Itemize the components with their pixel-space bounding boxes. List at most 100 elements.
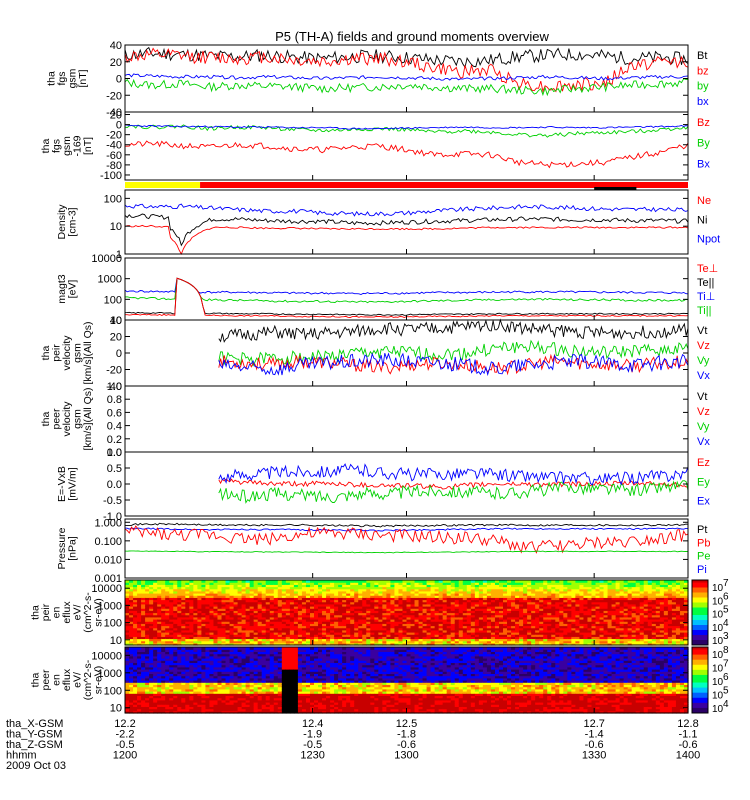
spectrogram-cell xyxy=(177,586,182,590)
spectrogram-cell xyxy=(133,625,138,629)
spectrogram-cell xyxy=(386,621,392,624)
spectrogram-cell xyxy=(281,640,287,644)
spectrogram-cell xyxy=(205,580,211,583)
spectrogram-cell xyxy=(571,614,576,618)
spectrogram-cell xyxy=(233,623,239,627)
spectrogram-cell xyxy=(141,706,146,710)
spectrogram-cell xyxy=(579,593,585,596)
spectrogram-cell xyxy=(229,616,235,620)
spectrogram-cell xyxy=(265,621,271,624)
spectrogram-cell xyxy=(133,642,138,646)
spectrogram-cell xyxy=(575,584,581,588)
spectrogram-cell xyxy=(587,614,593,618)
spectrogram-cell xyxy=(567,590,572,594)
spectrogram-cell xyxy=(667,590,673,594)
spectrogram-cell xyxy=(297,586,303,590)
colorbar-step xyxy=(692,632,708,636)
spectrogram-cell xyxy=(503,642,508,646)
spectrogram-cell xyxy=(165,688,170,692)
spectrogram-cell xyxy=(647,603,653,607)
spectrogram-cell xyxy=(466,627,472,631)
spectrogram-cell xyxy=(157,593,162,596)
spectrogram-cell xyxy=(185,601,190,605)
spectrogram-cell xyxy=(370,621,375,624)
y-label-line: peer xyxy=(51,408,63,430)
spectrogram-cell xyxy=(527,621,532,624)
spectrogram-cell xyxy=(667,634,673,637)
spectrogram-cell xyxy=(414,593,420,596)
spectrogram-cell xyxy=(503,601,508,605)
spectrogram-cell xyxy=(494,597,500,601)
spectrogram-cell xyxy=(378,584,383,588)
spectrogram-cell xyxy=(635,636,641,640)
spectrogram-cell xyxy=(141,619,146,622)
spectrogram-cell xyxy=(511,610,516,614)
spectrogram-cell xyxy=(169,619,174,622)
spectrogram-cell xyxy=(301,616,307,620)
spectrogram-cell xyxy=(631,612,637,616)
spectrogram-cell xyxy=(177,702,182,705)
spectrogram-cell xyxy=(301,632,307,635)
spectrogram-cell xyxy=(249,612,255,616)
spectrogram-cell xyxy=(185,677,190,681)
spectrogram-cell xyxy=(129,680,134,683)
spectrogram-cell xyxy=(314,610,319,614)
spectrogram-cell xyxy=(346,636,351,640)
spectrogram-cell xyxy=(173,610,178,614)
spectrogram-cell xyxy=(607,640,613,644)
spectrogram-cell xyxy=(547,612,552,616)
spectrogram-cell xyxy=(659,640,665,644)
spectrogram-cell xyxy=(273,642,279,646)
spectrogram-cell xyxy=(249,608,255,611)
spectrogram-cell xyxy=(458,636,464,640)
spectrogram-cell xyxy=(334,608,339,611)
spectrogram-cell xyxy=(241,608,247,611)
spectrogram-cell xyxy=(205,627,211,631)
spectrogram-cell xyxy=(289,580,295,583)
spectrogram-cell xyxy=(563,616,568,620)
spectrogram-cell xyxy=(145,627,150,631)
spectrogram-cell xyxy=(579,590,585,594)
spectrogram-cell xyxy=(301,610,307,614)
spectrogram-cell xyxy=(137,601,142,605)
spectrogram-cell xyxy=(567,608,572,611)
spectrogram-cell xyxy=(346,597,351,601)
spectrogram-cell xyxy=(342,601,347,605)
spectrogram-cell xyxy=(643,586,649,590)
spectrogram-cell xyxy=(519,610,524,614)
spectrogram-cell xyxy=(462,595,468,598)
spectrogram-cell xyxy=(297,601,303,605)
spectrogram-cell xyxy=(523,582,528,585)
spectrogram-cell xyxy=(173,664,178,668)
spectrogram-cell xyxy=(169,588,174,592)
spectrogram-cell xyxy=(281,606,287,609)
spectrogram-cell xyxy=(125,651,130,655)
spectrogram-cell xyxy=(229,614,235,618)
spectrogram-cell xyxy=(241,582,247,585)
spectrogram-cell xyxy=(450,642,456,646)
spectrogram-cell xyxy=(301,625,307,629)
spectrogram-cell xyxy=(470,619,476,622)
spectrogram-cell xyxy=(362,634,367,637)
spectrogram-cell xyxy=(655,599,661,603)
spectrogram-cell xyxy=(350,597,355,601)
spectrogram-cell xyxy=(129,584,134,588)
spectrogram-cell xyxy=(547,590,552,594)
spectrogram-cell xyxy=(426,642,432,646)
spectrogram-cell xyxy=(414,614,420,618)
spectrogram-cell xyxy=(490,619,496,622)
spectrogram-cell xyxy=(133,619,138,622)
spectrogram-cell xyxy=(157,677,162,681)
spectrogram-cell xyxy=(474,586,480,590)
spectrogram-cell xyxy=(591,580,597,583)
spectrogram-cell xyxy=(599,580,605,583)
spectrogram-cell xyxy=(161,642,166,646)
spectrogram-cell xyxy=(181,606,186,609)
spectrogram-cell xyxy=(257,606,263,609)
spectrogram-cell xyxy=(233,614,239,618)
spectrogram-cell xyxy=(591,584,597,588)
spectrogram-cell xyxy=(330,627,335,631)
spectrogram-cell xyxy=(675,632,681,635)
spectrogram-cell xyxy=(507,601,512,605)
